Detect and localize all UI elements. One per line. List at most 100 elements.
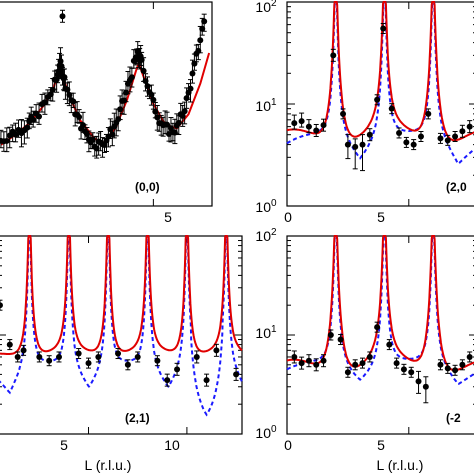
fit-curve-red <box>286 0 474 142</box>
data-point <box>291 353 298 360</box>
panel-2-0: (2,0 100 101 102 0 5 <box>255 0 474 225</box>
data-point <box>359 360 366 367</box>
data-point <box>400 366 407 373</box>
data-point <box>410 141 417 148</box>
data-point <box>380 25 387 32</box>
data-point <box>366 353 373 360</box>
fit-curve-red <box>0 52 211 146</box>
fit-curve-red <box>0 235 243 355</box>
x-tick-label: 5 <box>377 209 385 225</box>
data-point <box>12 131 19 138</box>
data-point <box>327 332 334 338</box>
data-point <box>298 118 305 125</box>
panel-0-0: (0,0) 5 <box>0 1 213 225</box>
data-point <box>437 135 444 142</box>
data-point <box>320 122 327 129</box>
data-point <box>330 52 337 59</box>
data-point <box>154 357 161 364</box>
fit-curve-blue-dashed <box>0 235 243 417</box>
data-point <box>85 360 92 367</box>
data-point <box>76 113 83 120</box>
data-point <box>201 18 208 25</box>
data-point <box>393 360 400 367</box>
data-point <box>213 347 220 354</box>
data-point <box>388 105 395 112</box>
data-point <box>95 353 102 360</box>
data-point <box>305 123 312 130</box>
data-point <box>203 377 210 384</box>
data-point <box>374 324 381 331</box>
x-axis-label: L (r.l.u.) <box>85 457 132 473</box>
data-point <box>6 341 13 348</box>
data-point <box>57 58 64 65</box>
data-point <box>422 383 429 390</box>
data-point <box>164 377 171 384</box>
data-point <box>189 70 196 77</box>
data-point <box>58 63 65 70</box>
x-tick-label: 10 <box>164 437 180 453</box>
data-point <box>466 123 473 130</box>
data-point <box>444 365 451 372</box>
panel-minus-2: (-2 100 101 102 0 5 L (r.l.u.) <box>255 227 474 473</box>
x-tick-label: 5 <box>164 209 172 225</box>
data-point <box>452 367 459 374</box>
data-point <box>140 67 147 74</box>
data-point <box>408 369 415 376</box>
data-point <box>14 353 21 360</box>
data-point <box>320 357 327 364</box>
data-point <box>352 143 359 150</box>
data-point <box>41 99 48 106</box>
y-tick-label: 101 <box>255 324 277 341</box>
data-point <box>417 133 424 140</box>
x-axis-label: L (r.l.u.) <box>377 457 424 473</box>
data-point <box>20 347 27 354</box>
data-point <box>386 341 393 348</box>
y-tick-label: 102 <box>255 0 277 15</box>
panel-2-1: (2,1) 5 10 L (r.l.u.) <box>0 235 243 473</box>
x-tick-label: 5 <box>377 437 385 453</box>
data-point <box>30 116 37 123</box>
data-point <box>197 37 204 44</box>
data-point <box>193 353 200 360</box>
data-point <box>337 336 344 343</box>
data-point <box>344 141 351 148</box>
series-group <box>0 2 211 206</box>
y-tick-label: 100 <box>255 424 277 441</box>
y-tick-label: 100 <box>255 198 277 215</box>
data-point <box>75 350 82 357</box>
data-point <box>459 128 466 135</box>
x-tick-label: 5 <box>60 437 68 453</box>
data-point <box>452 133 459 140</box>
data-point <box>181 108 188 115</box>
data-point <box>305 357 312 364</box>
data-point <box>187 85 194 92</box>
data-point <box>134 353 141 360</box>
data-point <box>444 137 451 144</box>
data-point <box>233 371 240 378</box>
data-point <box>124 361 131 368</box>
data-point <box>425 110 432 117</box>
data-point <box>36 113 43 120</box>
data-point <box>396 129 403 136</box>
series-group <box>0 235 243 435</box>
data-point <box>150 96 157 103</box>
panel-label: (-2 <box>446 411 461 425</box>
data-point <box>374 96 381 103</box>
data-point <box>298 360 305 367</box>
data-point <box>459 361 466 368</box>
data-point <box>415 378 422 385</box>
panel-label: (2,1) <box>125 411 150 425</box>
data-point <box>352 361 359 368</box>
data-point <box>291 120 298 127</box>
data-point <box>344 369 351 376</box>
x-tick-label: 0 <box>284 209 292 225</box>
data-point <box>466 353 473 360</box>
fit-curve-red <box>286 235 474 372</box>
panel-label: (0,0) <box>135 180 160 194</box>
data-point <box>56 353 62 360</box>
data-point <box>403 139 410 146</box>
series-group <box>286 235 474 435</box>
data-point <box>174 366 181 373</box>
panel-frame <box>286 1 474 207</box>
